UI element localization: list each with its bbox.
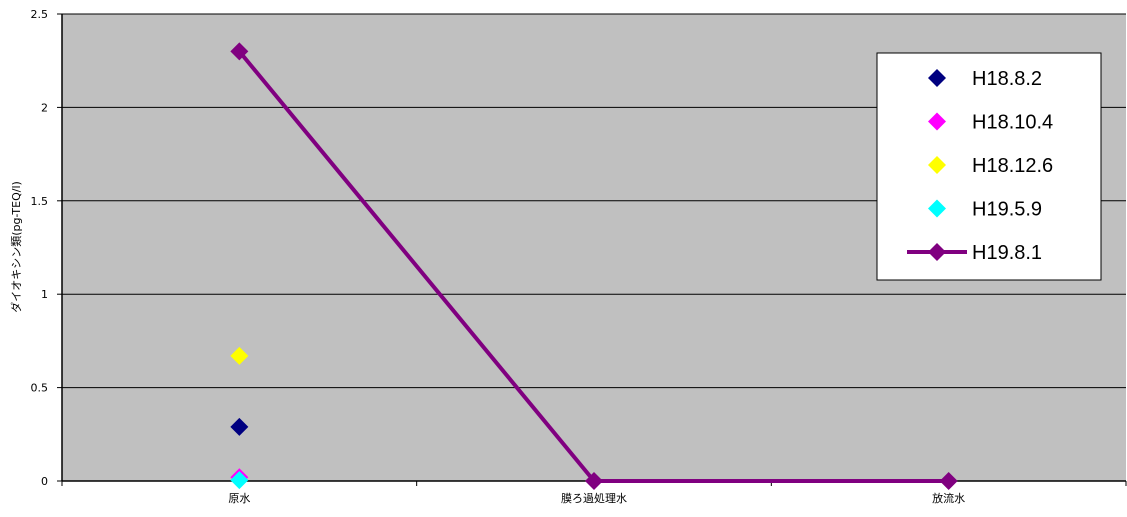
legend-marker <box>928 112 946 131</box>
y-tick-label: 2 <box>41 101 48 114</box>
legend-item: H18.10.4 <box>928 112 1053 134</box>
y-tick-label: 1.5 <box>31 195 49 208</box>
legend-label: H19.8.1 <box>972 242 1042 264</box>
data-point <box>585 472 603 490</box>
x-ticks: 原水 膜ろ過処理水 放流水 <box>61 481 1127 505</box>
data-point <box>939 472 958 490</box>
legend-marker <box>928 243 946 261</box>
legend-label: H19.5.9 <box>972 199 1042 221</box>
y-tick-label: 0 <box>41 475 48 488</box>
x-tick-label: 膜ろ過処理水 <box>561 492 627 505</box>
legend: H18.8.2 H18.10.4 H18.12.6 H19.5.9 H19.8.1 <box>876 52 1102 281</box>
y-tick-label: 2.5 <box>31 8 49 21</box>
legend-marker <box>928 199 946 218</box>
y-tick-label: 0.5 <box>31 382 49 395</box>
series-H19.8.1 <box>230 42 958 490</box>
series-H18.8.2 <box>230 417 249 436</box>
legend-label: H18.10.4 <box>972 112 1053 134</box>
legend-item: H18.12.6 <box>928 155 1053 177</box>
legend-box <box>876 52 1102 281</box>
data-point <box>230 471 249 490</box>
data-point <box>230 42 249 61</box>
legend-label: H18.8.2 <box>972 68 1042 90</box>
legend-item: H19.8.1 <box>907 242 1042 264</box>
data-point <box>230 417 249 436</box>
legend-item: H19.5.9 <box>928 199 1042 221</box>
series-H19.5.9 <box>230 471 249 490</box>
legend-item: H18.8.2 <box>928 68 1042 90</box>
series-H18.12.6 <box>230 346 249 365</box>
x-tick-label: 原水 <box>228 492 250 505</box>
legend-marker <box>928 156 946 174</box>
y-axis-label: ダイオキシン類(pg-TEQ/l) <box>9 181 23 313</box>
series-layer <box>230 42 958 490</box>
x-tick-label: 放流水 <box>932 491 965 505</box>
data-point <box>230 346 249 365</box>
legend-marker <box>928 69 946 87</box>
y-ticks: 0 0.5 1 1.5 2 2.5 <box>31 8 62 488</box>
y-tick-label: 1 <box>41 288 48 301</box>
legend-label: H18.12.6 <box>972 155 1053 177</box>
